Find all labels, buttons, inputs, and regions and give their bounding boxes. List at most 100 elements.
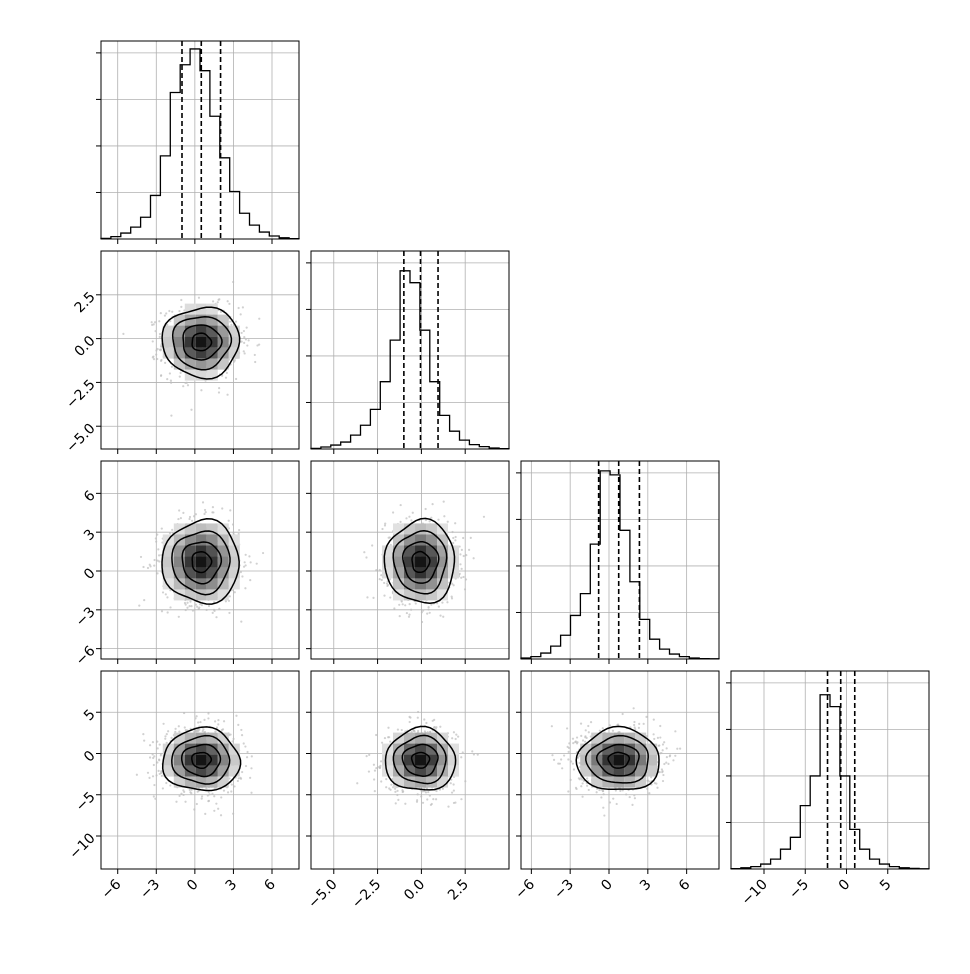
scatter-point — [149, 756, 151, 758]
scatter-point — [220, 796, 222, 798]
scatter-point — [159, 349, 161, 351]
scatter-point — [174, 728, 176, 730]
scatter-point — [421, 611, 423, 613]
scatter-point — [214, 720, 216, 722]
scatter-point — [460, 756, 462, 758]
scatter-point — [442, 788, 444, 790]
contour-line — [162, 519, 239, 604]
scatter-point — [453, 790, 455, 792]
scatter-point — [396, 790, 398, 792]
x-tick-label: 0 — [184, 877, 202, 895]
x-tick-label: −6 — [99, 876, 125, 902]
scatter-point — [462, 576, 464, 578]
scatter-point — [254, 354, 256, 356]
scatter-point — [194, 717, 196, 719]
scatter-point — [152, 741, 154, 743]
scatter-point — [157, 747, 159, 749]
y-tick-label: −3 — [73, 604, 99, 630]
scatter-point — [455, 536, 457, 538]
scatter-point — [179, 376, 181, 378]
scatter-point — [464, 780, 466, 782]
scatter-point — [204, 813, 206, 815]
scatter-point — [415, 602, 417, 604]
x-tick-label: −3 — [137, 877, 163, 903]
scatter-point — [190, 605, 192, 607]
x-tick-label: 3 — [223, 877, 241, 895]
scatter-point — [156, 533, 158, 535]
scatter-point — [169, 372, 171, 374]
density-layer — [363, 501, 485, 624]
scatter-point — [161, 610, 163, 612]
scatter-point — [455, 738, 457, 740]
scatter-point — [464, 588, 466, 590]
scatter-point — [380, 780, 382, 782]
scatter-point — [460, 798, 462, 800]
scatter-point — [663, 741, 665, 743]
scatter-point — [154, 321, 156, 323]
scatter-point — [435, 790, 437, 792]
scatter-point — [229, 595, 231, 597]
scatter-point — [435, 728, 437, 730]
scatter-point — [160, 375, 162, 377]
scatter-point — [459, 553, 461, 555]
y-tick-label: 2.5 — [72, 289, 99, 316]
scatter-point — [153, 565, 155, 567]
density-layer — [136, 712, 253, 816]
scatter-point — [217, 723, 219, 725]
density-layer — [356, 711, 479, 808]
scatter-point — [182, 789, 184, 791]
x-tick-label: 6 — [261, 876, 279, 894]
scatter-point — [389, 536, 391, 538]
scatter-point — [406, 612, 408, 614]
scatter-point — [187, 384, 189, 386]
scatter-point — [459, 563, 461, 565]
scatter-point — [451, 791, 453, 793]
scatter-point — [229, 509, 231, 511]
scatter-point — [234, 591, 236, 593]
scatter-point — [235, 715, 237, 717]
scatter-point — [241, 734, 243, 736]
y-tick-label: 5 — [81, 707, 99, 725]
scatter-point — [417, 793, 419, 795]
scatter-point — [241, 575, 243, 577]
scatter-point — [170, 737, 172, 739]
scatter-point — [461, 568, 463, 570]
y-tick-label: −10 — [66, 830, 98, 862]
scatter-point — [223, 790, 225, 792]
scatter-point — [166, 733, 168, 735]
scatter-point — [226, 372, 228, 374]
scatter-point — [186, 607, 188, 609]
scatter-point — [196, 803, 198, 805]
scatter-point — [165, 312, 167, 314]
scatter-point — [368, 770, 370, 772]
scatter-point — [147, 567, 149, 569]
scatter-point — [375, 569, 377, 571]
scatter-point — [217, 719, 219, 721]
scatter-point — [149, 744, 151, 746]
scatter-point — [185, 609, 187, 611]
x-tick-label: −10 — [739, 877, 771, 909]
scatter-point — [225, 377, 227, 379]
scatter-point — [483, 516, 485, 518]
scatter-point — [162, 591, 164, 593]
x-tick-label: −2.5 — [349, 877, 384, 912]
scatter-point — [153, 795, 155, 797]
scatter-point — [365, 556, 367, 558]
scatter-point — [162, 787, 164, 789]
scatter-point — [218, 387, 220, 389]
scatter-point — [243, 350, 245, 352]
scatter-point — [447, 521, 449, 523]
scatter-point — [122, 333, 124, 335]
scatter-point — [417, 711, 419, 713]
scatter-point — [439, 615, 441, 617]
x-tick-label: 0.0 — [401, 877, 428, 904]
scatter-point — [398, 604, 400, 606]
scatter-point — [203, 513, 205, 515]
scatter-point — [218, 391, 220, 393]
scatter-point — [180, 793, 182, 795]
scatter-point — [178, 509, 180, 511]
x-tick-label: 2.5 — [445, 877, 472, 904]
scatter-point — [215, 616, 217, 618]
